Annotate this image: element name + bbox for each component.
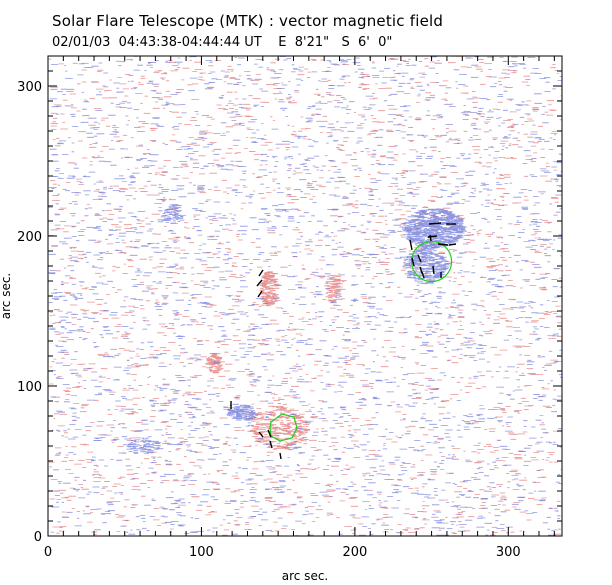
obs-time-range: 04:43:38-04:44:44 UT bbox=[118, 35, 262, 50]
x-tick-label: 300 bbox=[496, 545, 521, 560]
field-vector bbox=[417, 254, 422, 263]
green-contours bbox=[269, 240, 453, 442]
plot-frame bbox=[47, 55, 563, 537]
observation-info: 02/01/03 04:43:38-04:44:44 UT E 8'21" S … bbox=[52, 35, 392, 50]
x-axis-label: arc sec. bbox=[282, 569, 328, 583]
field-vector bbox=[448, 243, 457, 246]
field-vector bbox=[419, 266, 423, 274]
x-tick-label: 100 bbox=[189, 545, 214, 560]
field-vector bbox=[427, 235, 438, 238]
field-vector bbox=[428, 222, 442, 225]
field-vector bbox=[411, 257, 415, 267]
x-tick-label: 0 bbox=[44, 545, 52, 560]
contour-lower bbox=[269, 413, 298, 442]
field-vector bbox=[269, 440, 273, 449]
field-vector bbox=[429, 234, 432, 242]
tick-labels: 00 100 100 200 200 300 300 bbox=[17, 80, 521, 560]
field-vector bbox=[279, 452, 282, 460]
field-vector bbox=[409, 239, 413, 251]
y-tick-label: 100 bbox=[17, 380, 42, 395]
field-vector bbox=[256, 279, 263, 287]
y-tick-label: 300 bbox=[17, 80, 42, 95]
field-vector bbox=[258, 431, 264, 438]
y-axis-label: arc sec. bbox=[0, 273, 13, 319]
positive-polarity-texture bbox=[48, 56, 562, 536]
field-vector bbox=[258, 269, 264, 277]
obs-position-ew: E 8'21" bbox=[278, 35, 330, 50]
contour-upper bbox=[410, 240, 453, 283]
y-tick-label: 0 bbox=[34, 530, 42, 545]
field-vector bbox=[267, 429, 272, 438]
y-tick-label: 200 bbox=[17, 230, 42, 245]
x-tick-label: 200 bbox=[342, 545, 367, 560]
magnetogram-field bbox=[48, 56, 562, 536]
field-vector bbox=[257, 290, 263, 298]
field-vector bbox=[432, 265, 435, 275]
obs-position-ns: S 6' 0" bbox=[341, 35, 393, 50]
plot-title: Solar Flare Telescope (MTK) : vector mag… bbox=[52, 12, 444, 30]
transverse-field-vectors bbox=[230, 222, 457, 460]
obs-date: 02/01/03 bbox=[52, 35, 111, 50]
field-vector bbox=[421, 271, 425, 279]
axis-ticks bbox=[47, 55, 562, 537]
field-vector bbox=[437, 243, 449, 246]
